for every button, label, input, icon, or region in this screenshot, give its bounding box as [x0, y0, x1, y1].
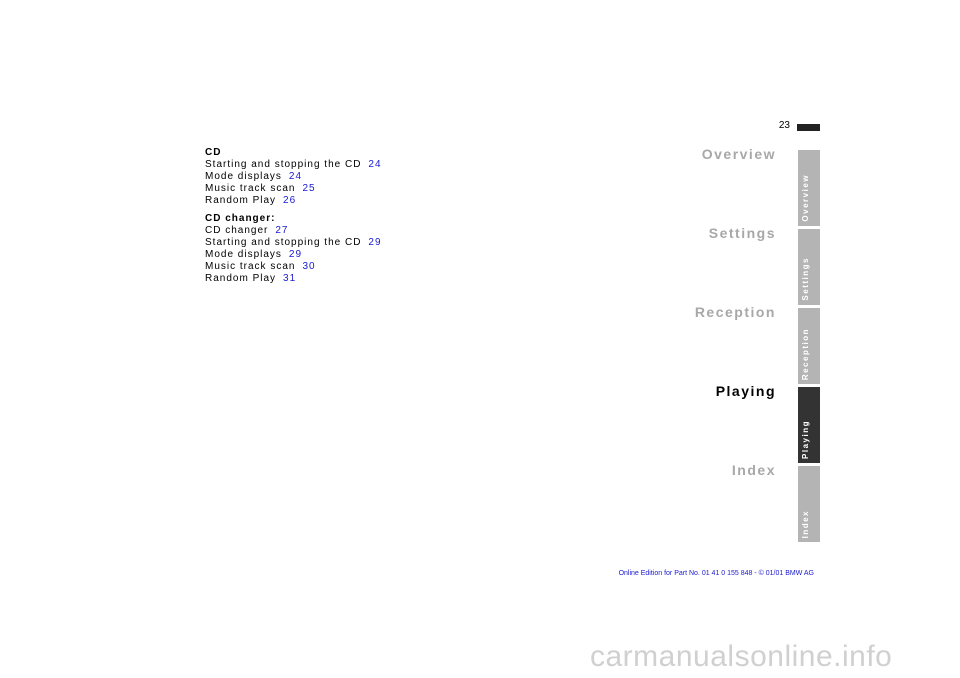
toc-entry: Music track scan 25: [205, 183, 316, 194]
toc-entry: Music track scan 30: [205, 261, 316, 272]
toc-entry: CD changer 27: [205, 225, 288, 236]
entry-page[interactable]: 29: [288, 249, 303, 260]
tab-label: Playing: [801, 420, 810, 459]
page-number: 23: [778, 120, 790, 131]
entry-page[interactable]: 27: [275, 225, 289, 236]
nav-label[interactable]: Reception: [694, 304, 776, 320]
nav-label[interactable]: Index: [731, 462, 776, 478]
entry-label: CD changer: [205, 225, 269, 236]
entry-page[interactable]: 30: [302, 261, 316, 272]
footer: Online Edition for Part No. 01 41 0 155 …: [618, 570, 814, 577]
entry-page[interactable]: 31: [283, 273, 297, 284]
entry-label: Random Play: [205, 273, 277, 284]
entry-page[interactable]: 26: [283, 195, 297, 206]
toc-entry: Starting and stopping the CD 29: [205, 237, 382, 248]
section-title: CD changer:: [205, 213, 276, 224]
entry-label: Random Play: [205, 195, 277, 206]
nav-label[interactable]: Settings: [708, 225, 776, 241]
toc-entry: Mode displays 24: [205, 171, 302, 182]
nav-label[interactable]: Overview: [701, 146, 776, 162]
entry-page[interactable]: 29: [368, 237, 382, 248]
entry-label: Music track scan: [205, 183, 296, 194]
entry-label: Starting and stopping the CD: [205, 159, 362, 170]
toc-entry: Mode displays 29: [205, 249, 302, 260]
nav-tab[interactable]: Playing: [798, 387, 820, 463]
nav-tab[interactable]: Overview: [798, 150, 820, 226]
page-bar: [797, 124, 820, 131]
section-title: CD: [205, 147, 222, 158]
nav-tab[interactable]: Reception: [798, 308, 820, 384]
entry-label: Mode displays: [205, 249, 282, 260]
toc-entry: Random Play 26: [205, 195, 296, 206]
nav-tab[interactable]: Index: [798, 466, 820, 542]
tab-label: Reception: [801, 327, 810, 380]
watermark: carmanualsonline.info: [590, 640, 893, 673]
entry-label: Starting and stopping the CD: [205, 237, 362, 248]
nav-label[interactable]: Playing: [715, 383, 776, 399]
entry-label: Mode displays: [205, 171, 282, 182]
toc-entry: Starting and stopping the CD 24: [205, 159, 382, 170]
tab-label: Settings: [801, 257, 810, 301]
entry-page[interactable]: 25: [302, 183, 316, 194]
tab-label: Index: [801, 509, 810, 538]
tab-label: Overview: [801, 174, 810, 222]
entry-page[interactable]: 24: [288, 171, 303, 182]
nav-tab[interactable]: Settings: [798, 229, 820, 305]
entry-page[interactable]: 24: [368, 159, 382, 170]
entry-label: Music track scan: [205, 261, 296, 272]
toc-entry: Random Play 31: [205, 273, 296, 284]
